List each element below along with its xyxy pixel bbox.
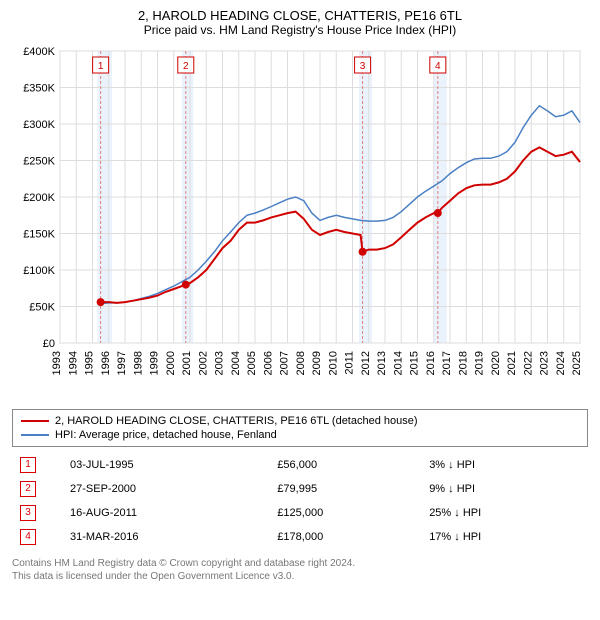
svg-text:2006: 2006 [262,351,274,375]
svg-text:2007: 2007 [279,351,291,375]
chart-subtitle: Price paid vs. HM Land Registry's House … [12,23,588,37]
svg-text:£200K: £200K [23,192,55,204]
svg-text:2001: 2001 [181,351,193,375]
svg-text:£350K: £350K [23,83,55,95]
svg-text:2000: 2000 [165,351,177,375]
svg-text:2010: 2010 [327,351,339,375]
tx-date: 03-JUL-1995 [62,453,269,477]
svg-text:2014: 2014 [392,351,404,375]
svg-text:2008: 2008 [295,351,307,375]
svg-text:2023: 2023 [539,351,551,375]
svg-text:2004: 2004 [230,351,242,375]
svg-text:2009: 2009 [311,351,323,375]
legend-item: 2, HAROLD HEADING CLOSE, CHATTERIS, PE16… [21,414,579,428]
svg-text:£150K: £150K [23,229,55,241]
svg-text:4: 4 [435,61,441,72]
legend-swatch [21,434,49,436]
legend-label: 2, HAROLD HEADING CLOSE, CHATTERIS, PE16… [55,415,418,427]
svg-text:£0: £0 [43,338,55,350]
marker-badge: 4 [20,529,36,545]
footer-line2: This data is licensed under the Open Gov… [12,570,588,583]
svg-text:3: 3 [360,61,366,72]
svg-text:2012: 2012 [360,351,372,375]
chart-title: 2, HAROLD HEADING CLOSE, CHATTERIS, PE16… [12,8,588,23]
tx-diff: 17% ↓ HPI [421,525,588,549]
svg-text:1993: 1993 [51,351,63,375]
footer-line1: Contains HM Land Registry data © Crown c… [12,557,588,570]
svg-text:2016: 2016 [425,351,437,375]
marker-badge: 3 [20,505,36,521]
marker-badge: 1 [20,457,36,473]
svg-text:2003: 2003 [214,351,226,375]
tx-date: 27-SEP-2000 [62,477,269,501]
svg-text:2018: 2018 [457,351,469,375]
legend-label: HPI: Average price, detached house, Fenl… [55,429,277,441]
marker-badge: 2 [20,481,36,497]
tx-diff: 25% ↓ HPI [421,501,588,525]
svg-text:2005: 2005 [246,351,258,375]
svg-text:1994: 1994 [67,351,79,375]
svg-text:2011: 2011 [344,351,356,375]
svg-text:2020: 2020 [490,351,502,375]
transactions-table: 1 03-JUL-1995£56,0003% ↓ HPI 2 27-SEP-2000£… [12,453,588,549]
svg-text:2019: 2019 [474,351,486,375]
legend: 2, HAROLD HEADING CLOSE, CHATTERIS, PE16… [12,409,588,447]
svg-text:2017: 2017 [441,351,453,375]
tx-date: 16-AUG-2011 [62,501,269,525]
svg-text:1998: 1998 [132,351,144,375]
tx-price: £178,000 [269,525,421,549]
legend-swatch [21,420,49,422]
legend-item: HPI: Average price, detached house, Fenl… [21,428,579,442]
svg-text:£300K: £300K [23,119,55,131]
svg-text:£250K: £250K [23,156,55,168]
svg-text:2015: 2015 [409,351,421,375]
table-row: 1 03-JUL-1995£56,0003% ↓ HPI [12,453,588,477]
svg-text:1999: 1999 [149,351,161,375]
tx-price: £125,000 [269,501,421,525]
svg-text:2013: 2013 [376,351,388,375]
tx-price: £56,000 [269,453,421,477]
svg-text:2021: 2021 [506,351,518,375]
chart-area: £0 £50K £100K £150K £200K £250K £300K £350K £400… [12,43,588,403]
svg-text:2: 2 [183,61,189,72]
table-row: 3 16-AUG-2011£125,00025% ↓ HPI [12,501,588,525]
svg-text:1996: 1996 [100,351,112,375]
tx-diff: 9% ↓ HPI [421,477,588,501]
svg-text:2024: 2024 [555,351,567,375]
svg-text:2025: 2025 [571,351,583,375]
svg-text:1: 1 [98,61,104,72]
svg-text:1995: 1995 [84,351,96,375]
tx-diff: 3% ↓ HPI [421,453,588,477]
table-row: 4 31-MAR-2016£178,00017% ↓ HPI [12,525,588,549]
svg-text:1997: 1997 [116,351,128,375]
svg-text:£100K: £100K [23,265,55,277]
svg-text:2022: 2022 [522,351,534,375]
tx-price: £79,995 [269,477,421,501]
tx-date: 31-MAR-2016 [62,525,269,549]
svg-text:2002: 2002 [197,351,209,375]
footer-text: Contains HM Land Registry data © Crown c… [12,557,588,583]
svg-text:£50K: £50K [29,302,55,314]
svg-text:£400K: £400K [23,46,55,58]
table-row: 2 27-SEP-2000£79,9959% ↓ HPI [12,477,588,501]
